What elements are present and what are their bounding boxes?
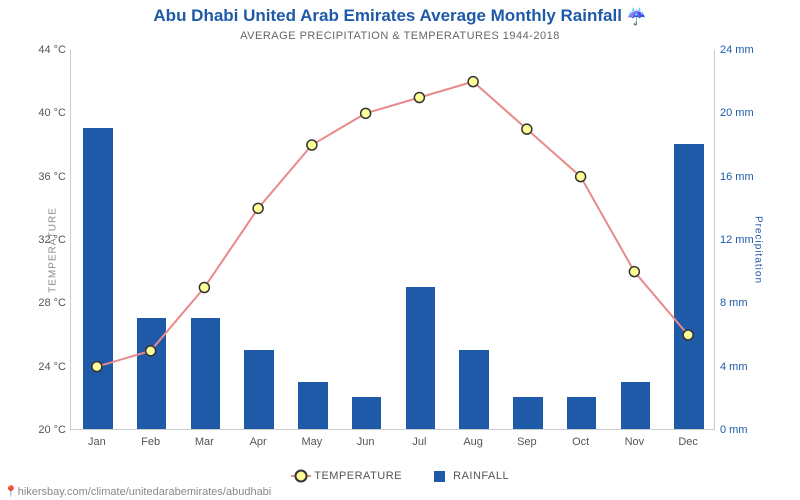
legend: TEMPERATURE RAINFALL bbox=[0, 470, 800, 482]
left-tick: 36 °C bbox=[26, 171, 66, 183]
rainfall-bar bbox=[298, 382, 328, 430]
left-tick: 24 °C bbox=[26, 361, 66, 373]
x-tick: Jul bbox=[412, 436, 426, 448]
x-tick: Aug bbox=[463, 436, 483, 448]
left-tick: 28 °C bbox=[26, 297, 66, 309]
x-tick: Mar bbox=[195, 436, 214, 448]
x-tick: Dec bbox=[678, 436, 698, 448]
rainfall-bar bbox=[513, 397, 543, 429]
title-text: Abu Dhabi United Arab Emirates Average M… bbox=[153, 6, 622, 25]
rainfall-bar bbox=[567, 397, 597, 429]
chart-container: Abu Dhabi United Arab Emirates Average M… bbox=[0, 0, 800, 500]
legend-rainfall-label: RAINFALL bbox=[453, 470, 509, 482]
right-axis-label: Precipitation bbox=[752, 216, 763, 284]
legend-temperature: TEMPERATURE bbox=[291, 470, 402, 482]
plot-surface bbox=[70, 50, 715, 430]
rainfall-bar bbox=[244, 350, 274, 429]
right-tick: 16 mm bbox=[720, 171, 765, 183]
rainfall-bar bbox=[459, 350, 489, 429]
rainfall-bar bbox=[621, 382, 651, 430]
rainfall-bar bbox=[137, 318, 167, 429]
left-tick: 32 °C bbox=[26, 234, 66, 246]
left-axis-label: TEMPERATURE bbox=[47, 207, 58, 293]
x-tick: Oct bbox=[572, 436, 589, 448]
chart-area bbox=[70, 50, 715, 430]
x-tick: Feb bbox=[141, 436, 160, 448]
legend-rainfall-marker bbox=[434, 471, 445, 482]
right-tick: 0 mm bbox=[720, 424, 765, 436]
x-tick: Sep bbox=[517, 436, 537, 448]
umbrella-icon: ☔ bbox=[627, 7, 647, 27]
rainfall-bar bbox=[83, 128, 113, 429]
left-tick: 40 °C bbox=[26, 107, 66, 119]
x-tick: Jun bbox=[357, 436, 375, 448]
chart-subtitle: AVERAGE PRECIPITATION & TEMPERATURES 194… bbox=[0, 27, 800, 42]
left-tick: 44 °C bbox=[26, 44, 66, 56]
right-tick: 12 mm bbox=[720, 234, 765, 246]
source-link[interactable]: 📍hikersbay.com/climate/unitedarabemirate… bbox=[4, 485, 271, 498]
x-tick: Apr bbox=[250, 436, 267, 448]
x-tick: Nov bbox=[625, 436, 645, 448]
rainfall-bar bbox=[674, 144, 704, 429]
pin-icon: 📍 bbox=[4, 486, 18, 498]
source-text: hikersbay.com/climate/unitedarabemirates… bbox=[18, 486, 272, 498]
right-tick: 4 mm bbox=[720, 361, 765, 373]
rainfall-bar bbox=[352, 397, 382, 429]
right-tick: 20 mm bbox=[720, 107, 765, 119]
left-tick: 20 °C bbox=[26, 424, 66, 436]
chart-title: Abu Dhabi United Arab Emirates Average M… bbox=[0, 0, 800, 27]
legend-temperature-label: TEMPERATURE bbox=[314, 470, 402, 482]
right-tick: 8 mm bbox=[720, 297, 765, 309]
rainfall-bar bbox=[191, 318, 221, 429]
right-tick: 24 mm bbox=[720, 44, 765, 56]
rainfall-bar bbox=[406, 287, 436, 430]
legend-temperature-marker bbox=[291, 475, 311, 477]
x-tick: May bbox=[301, 436, 322, 448]
x-tick: Jan bbox=[88, 436, 106, 448]
legend-rainfall: RAINFALL bbox=[434, 470, 510, 482]
